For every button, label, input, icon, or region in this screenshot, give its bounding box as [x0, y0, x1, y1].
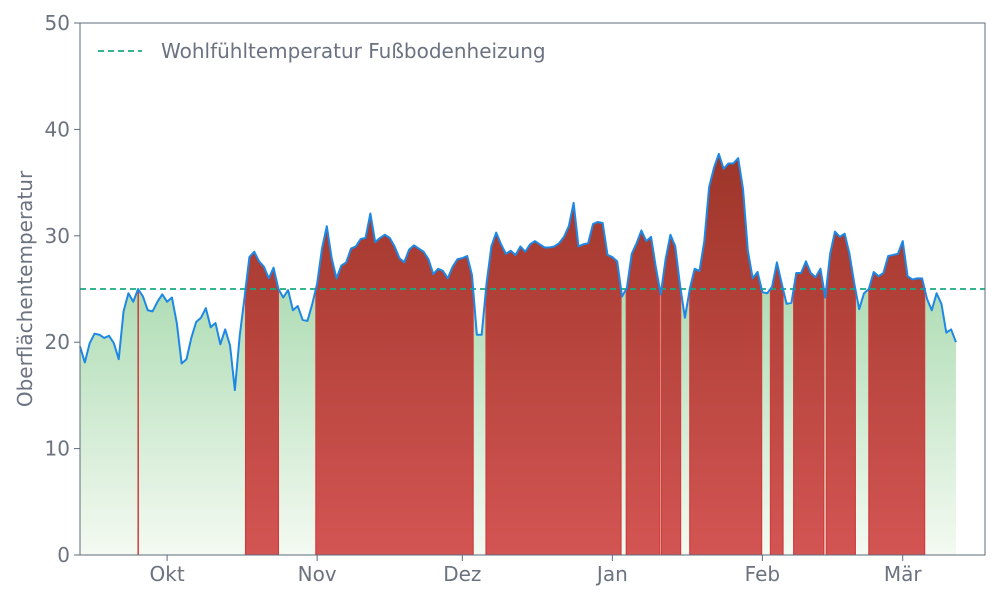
- x-tick-label: Dez: [443, 562, 481, 586]
- legend-label: Wohlfühltemperatur Fußbodenheizung: [161, 39, 546, 63]
- area-above-threshold: [661, 234, 681, 555]
- above-threshold-edges: [137, 289, 926, 555]
- area-above-threshold: [868, 241, 925, 555]
- x-tick-label: Mär: [884, 562, 923, 586]
- y-axis: 0 10 20 30 40 50: [45, 11, 80, 567]
- area-above-threshold: [245, 251, 279, 555]
- y-tick-label: 20: [45, 330, 70, 354]
- area-above-threshold: [826, 231, 856, 555]
- y-tick-label: 40: [45, 117, 70, 141]
- y-tick-label: 0: [57, 543, 70, 567]
- plot-frame: [79, 22, 986, 556]
- x-axis: Okt Nov Dez Jan Feb Mär: [150, 555, 923, 586]
- area-above-threshold: [315, 213, 474, 555]
- legend: Wohlfühltemperatur Fußbodenheizung: [98, 39, 546, 63]
- x-tick-label: Nov: [298, 562, 337, 586]
- y-tick-label: 50: [45, 11, 70, 35]
- area-above-threshold: [793, 261, 824, 555]
- area-above-threshold: [486, 202, 622, 555]
- area-above-threshold: [770, 262, 784, 555]
- area-above-threshold: [626, 230, 660, 555]
- y-tick-label: 10: [45, 437, 70, 461]
- y-tick-label: 30: [45, 224, 70, 248]
- x-tick-label: Okt: [150, 562, 185, 586]
- x-tick-label: Feb: [745, 562, 780, 586]
- x-tick-label: Jan: [595, 562, 628, 586]
- y-axis-label: Oberflächentemperatur: [13, 170, 37, 407]
- temperature-line: [79, 152, 957, 392]
- area-above-threshold: [689, 153, 762, 555]
- plot-fills: [80, 153, 956, 555]
